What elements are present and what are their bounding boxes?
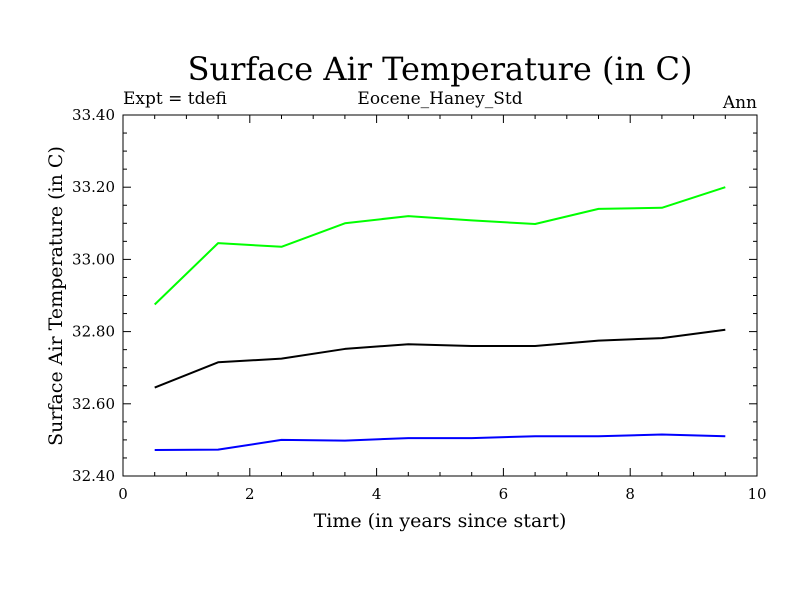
series-lines [154,186,726,452]
experiment-name: Eocene_Haney_Std [357,89,522,109]
y-tick-label: 33.20 [72,178,115,196]
axis-ticks [122,114,758,477]
x-tick-label: 4 [372,485,382,503]
x-tick-label: 6 [499,485,509,503]
y-tick-label: 33.40 [72,106,115,124]
period-label: Ann [722,93,757,113]
chart-title: Surface Air Temperature (in C) [188,50,693,88]
series-line-1 [154,186,726,306]
y-tick-label: 32.80 [72,323,115,341]
tick-labels: 0 2 4 6 8 10 32.40 32.60 32.80 33.00 33.20 33.40 [72,106,767,503]
x-axis-label: Time (in years since start) [314,510,567,532]
plot-frame [122,114,758,477]
y-tick-label: 32.60 [72,395,115,413]
x-tick-label: 10 [747,485,766,503]
series-line-3 [154,433,726,452]
series-line-2 [154,328,726,389]
x-tick-label: 8 [625,485,635,503]
expt-label: Expt = tdefi [123,89,227,109]
y-tick-label: 33.00 [72,250,115,268]
y-tick-label: 32.40 [72,467,115,485]
x-tick-label: 2 [245,485,255,503]
x-tick-label: 0 [118,485,128,503]
y-axis-label: Surface Air Temperature (in C) [45,146,67,446]
